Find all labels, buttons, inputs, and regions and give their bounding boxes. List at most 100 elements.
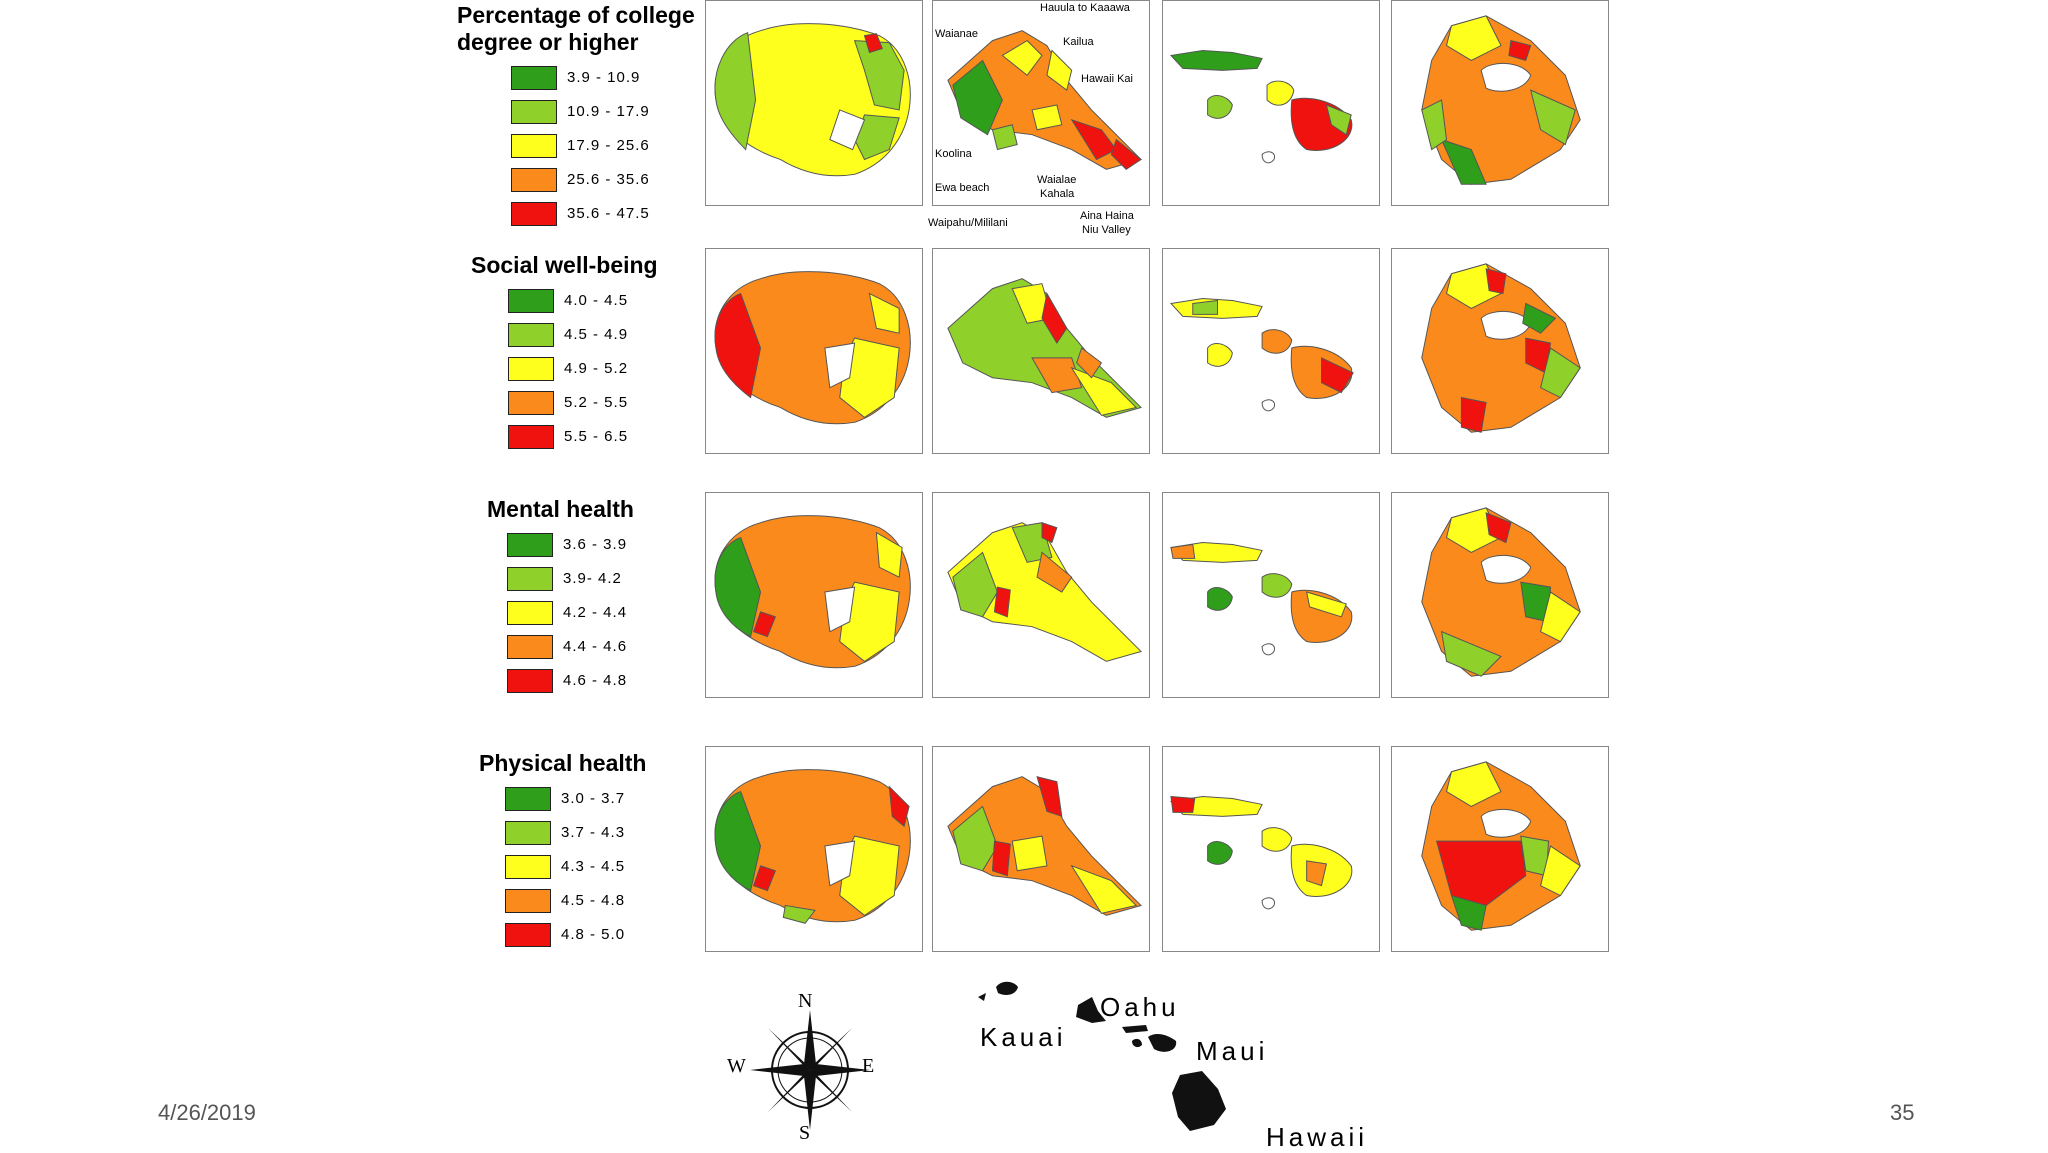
legend-swatch — [505, 820, 551, 845]
legend-range: 5.5 - 6.5 — [564, 428, 629, 445]
callout-waianae: Waianae — [935, 28, 979, 40]
niihau-silhouette — [978, 993, 986, 1001]
legend-item: 3.9- 4.2 — [507, 566, 634, 591]
legend-swatch — [511, 133, 557, 158]
oahu-map — [947, 278, 1142, 418]
callout-ewa-beach: Ewa beach — [935, 182, 990, 194]
callout-kailua: Kailua — [1063, 36, 1094, 48]
legend-swatch — [508, 356, 554, 381]
oahu-map — [947, 30, 1142, 170]
legend-range: 4.8 - 5.0 — [561, 926, 626, 943]
legend-swatch — [508, 424, 554, 449]
legend-range: 3.9 - 10.9 — [567, 69, 641, 86]
maui-county-map — [1169, 50, 1353, 164]
legend-range: 4.2 - 4.4 — [563, 604, 628, 621]
callout-niu-valley: Niu Valley — [1082, 224, 1131, 236]
legend-swatch — [507, 634, 553, 659]
callout-aina-haina: Aina Haina — [1080, 210, 1134, 222]
legend-swatch — [505, 786, 551, 811]
map-panel-kauai-social — [705, 248, 923, 454]
map-panel-maui-college — [1162, 0, 1380, 206]
callout-koolina: Koolina — [935, 148, 972, 160]
kauai-map — [714, 271, 911, 425]
legend-range: 4.3 - 4.5 — [561, 858, 626, 875]
legend-college-degree: Percentage of college degree or higher 3… — [457, 2, 695, 226]
legend-range: 35.6 - 47.5 — [567, 205, 650, 222]
legend-item: 5.2 - 5.5 — [508, 390, 658, 415]
legend-title: Percentage of college degree or higher — [457, 2, 695, 56]
hawaii-island-map — [1421, 761, 1581, 931]
legend-swatch — [508, 390, 554, 415]
legend-swatch — [505, 888, 551, 913]
legend-swatch — [508, 322, 554, 347]
molokai-silhouette — [1122, 1025, 1148, 1033]
key-label-maui: Maui — [1196, 1036, 1269, 1066]
legend-range: 4.5 - 4.8 — [561, 892, 626, 909]
maui-silhouette — [1148, 1034, 1177, 1052]
legend-item: 10.9 - 17.9 — [511, 99, 695, 124]
map-panel-oahu-social — [932, 248, 1150, 454]
legend-title-line: degree or higher — [457, 29, 639, 55]
legend-swatch — [507, 532, 553, 557]
legend-range: 3.0 - 3.7 — [561, 790, 626, 807]
legend-range: 4.5 - 4.9 — [564, 326, 629, 343]
hawaii-island-map — [1421, 263, 1581, 433]
legend-item: 4.5 - 4.8 — [505, 888, 646, 913]
legend-swatch — [511, 99, 557, 124]
legend-item: 25.6 - 35.6 — [511, 167, 695, 192]
legend-swatch — [505, 854, 551, 879]
legend-range: 4.9 - 5.2 — [564, 360, 629, 377]
legend-range: 4.4 - 4.6 — [563, 638, 628, 655]
legend-swatch — [505, 922, 551, 947]
kauai-map — [714, 515, 911, 669]
slide-date: 4/26/2019 — [158, 1100, 256, 1125]
legend-social-well-being: Social well-being 4.0 - 4.5 4.5 - 4.9 4.… — [471, 252, 658, 449]
key-label-hawaii: Hawaii — [1266, 1122, 1369, 1152]
legend-swatch — [507, 566, 553, 591]
key-label-oahu: Oahu — [1100, 992, 1180, 1022]
compass-south: S — [799, 1122, 811, 1144]
island-key-map — [978, 981, 1226, 1131]
legend-item: 5.5 - 6.5 — [508, 424, 658, 449]
legend-item: 4.4 - 4.6 — [507, 634, 634, 659]
key-label-kauai: Kauai — [980, 1022, 1067, 1052]
legend-swatch — [511, 201, 557, 226]
legend-range: 3.6 - 3.9 — [563, 536, 628, 553]
legend-title-line: Percentage of college — [457, 2, 695, 28]
map-panel-hawaii-social — [1391, 248, 1609, 454]
legend-title: Physical health — [479, 750, 646, 777]
legend-title: Social well-being — [471, 252, 658, 279]
legend-item: 17.9 - 25.6 — [511, 133, 695, 158]
hawaii-silhouette — [1172, 1071, 1226, 1131]
legend-item: 3.6 - 3.9 — [507, 532, 634, 557]
compass-rose — [740, 1000, 880, 1145]
legend-item: 4.6 - 4.8 — [507, 668, 634, 693]
hawaii-island-map — [1421, 15, 1581, 185]
legend-item: 4.2 - 4.4 — [507, 600, 634, 625]
maui-county-map — [1169, 542, 1353, 656]
legend-swatch — [511, 167, 557, 192]
kauai-silhouette — [996, 981, 1018, 995]
legend-physical-health: Physical health 3.0 - 3.7 3.7 - 4.3 4.3 … — [479, 750, 646, 947]
legend-item: 4.0 - 4.5 — [508, 288, 658, 313]
legend-swatch — [508, 288, 554, 313]
legend-item: 4.3 - 4.5 — [505, 854, 646, 879]
compass-west: W — [727, 1055, 746, 1077]
legend-swatch — [511, 65, 557, 90]
legend-title: Mental health — [487, 496, 634, 523]
callout-kahala: Kahala — [1040, 188, 1075, 200]
lanai-silhouette — [1132, 1038, 1142, 1048]
map-panel-kauai-physical — [705, 746, 923, 952]
hawaii-island-map — [1421, 507, 1581, 677]
legend-mental-health: Mental health 3.6 - 3.9 3.9- 4.2 4.2 - 4… — [487, 496, 634, 693]
oahu-map — [947, 776, 1142, 916]
callout-hawaii-kai: Hawaii Kai — [1081, 73, 1133, 85]
legend-swatch — [507, 668, 553, 693]
legend-range: 5.2 - 5.5 — [564, 394, 629, 411]
legend-title-line: Physical health — [479, 750, 647, 776]
compass-rose-icon — [750, 1010, 870, 1130]
map-panel-hawaii-college — [1391, 0, 1609, 206]
slide-page-number: 35 — [1890, 1100, 1915, 1125]
legend-item: 4.8 - 5.0 — [505, 922, 646, 947]
legend-item: 4.5 - 4.9 — [508, 322, 658, 347]
